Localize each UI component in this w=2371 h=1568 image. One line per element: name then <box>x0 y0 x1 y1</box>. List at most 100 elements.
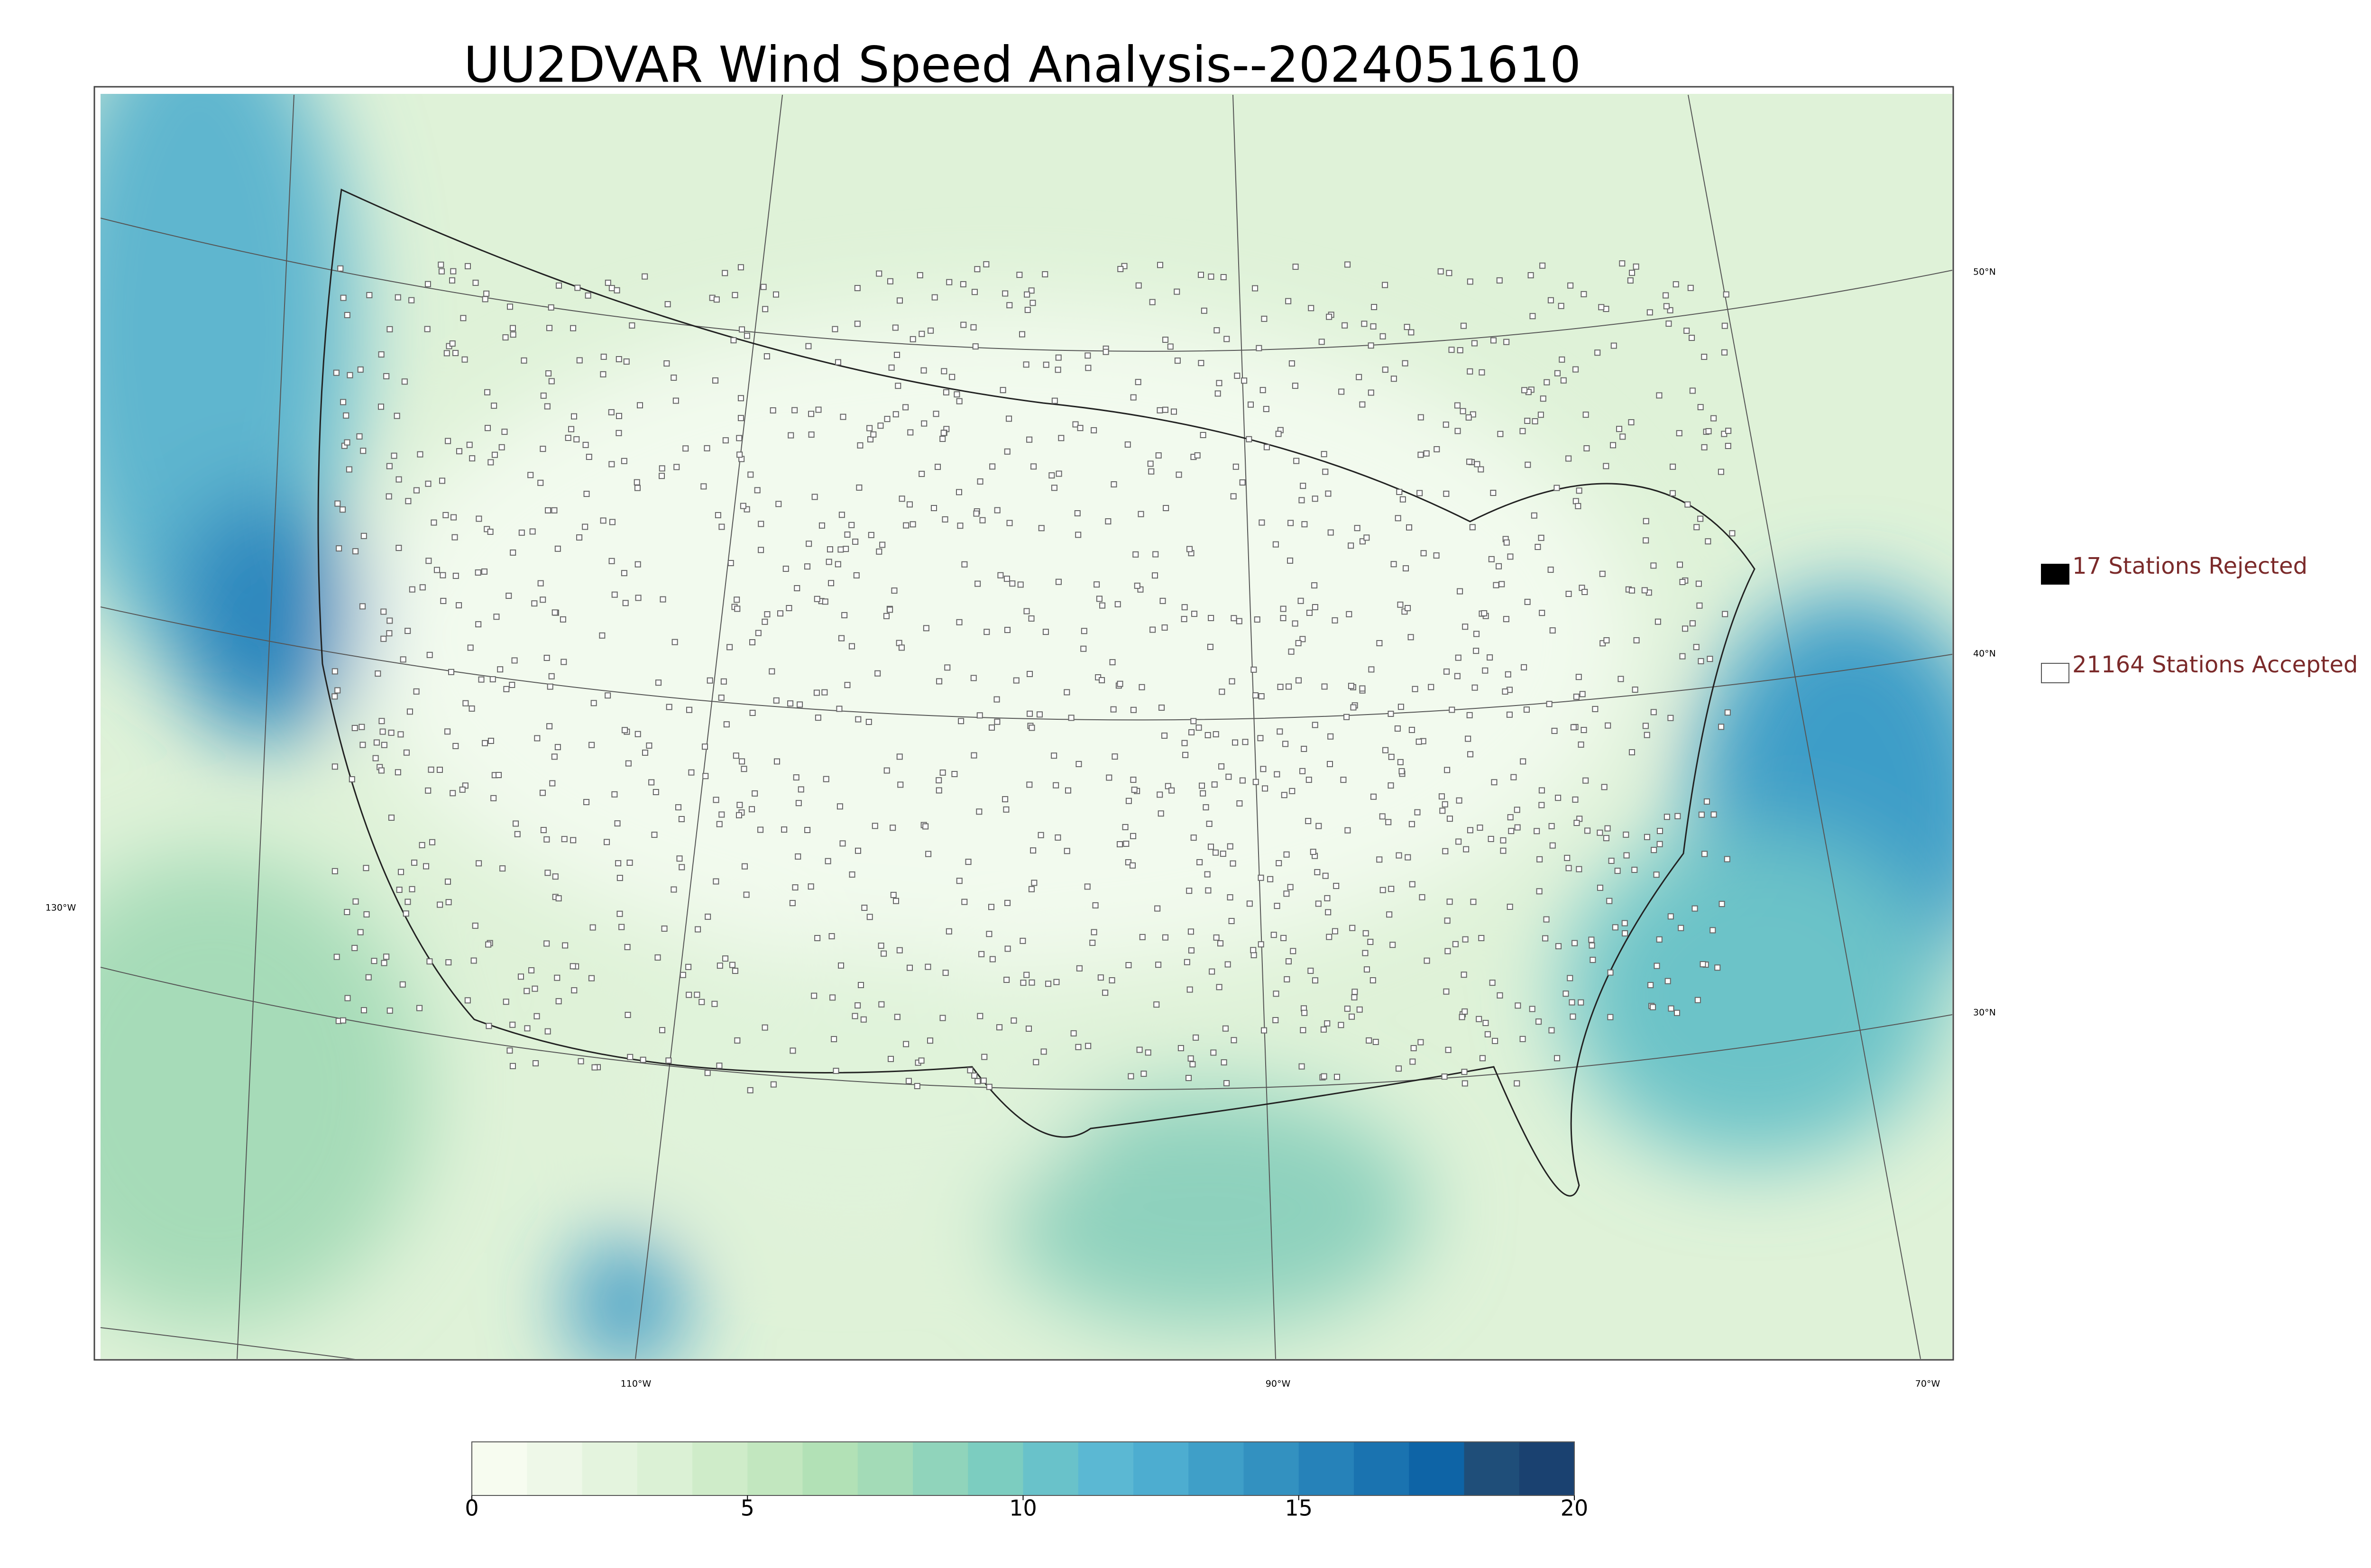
station <box>1454 428 1461 434</box>
station <box>1259 519 1265 526</box>
station <box>1354 525 1360 532</box>
station <box>352 898 359 905</box>
station <box>436 767 443 773</box>
station <box>808 431 815 438</box>
station <box>476 515 482 522</box>
station <box>942 516 948 523</box>
station <box>439 477 445 484</box>
station <box>1669 490 1676 496</box>
station <box>951 771 958 778</box>
station <box>1280 605 1287 612</box>
station <box>549 780 556 787</box>
station <box>469 455 476 462</box>
station <box>1444 767 1451 773</box>
station <box>614 287 620 293</box>
station <box>1258 874 1264 881</box>
station <box>1248 401 1254 408</box>
station <box>1210 1049 1217 1056</box>
station <box>853 572 860 578</box>
station <box>1152 551 1159 558</box>
station <box>1051 752 1057 759</box>
station <box>1500 837 1507 844</box>
station <box>1398 768 1405 775</box>
station <box>1487 654 1493 661</box>
station <box>770 407 776 414</box>
station <box>1467 278 1473 285</box>
station <box>1189 1061 1196 1068</box>
station <box>1258 693 1265 700</box>
station <box>1382 367 1388 373</box>
station <box>1222 1025 1229 1032</box>
station <box>1236 800 1243 807</box>
station <box>1109 977 1115 983</box>
station <box>798 786 804 793</box>
station <box>1457 588 1463 595</box>
station <box>1610 342 1617 349</box>
station <box>1395 515 1401 522</box>
station <box>723 721 730 728</box>
station <box>1665 321 1672 327</box>
station <box>486 1023 492 1029</box>
station <box>521 357 527 364</box>
station <box>1102 990 1109 996</box>
station <box>340 1017 347 1024</box>
station <box>1030 463 1037 470</box>
station <box>718 694 725 701</box>
station <box>452 743 459 749</box>
station <box>1719 900 1725 907</box>
station <box>1220 851 1226 857</box>
station <box>1300 483 1306 489</box>
station <box>1072 421 1079 428</box>
station <box>1519 428 1526 434</box>
station <box>1405 854 1411 861</box>
station <box>1241 377 1248 384</box>
station <box>841 612 848 618</box>
station <box>408 297 415 303</box>
station <box>1663 303 1670 310</box>
station <box>629 322 635 329</box>
station <box>1281 792 1287 798</box>
station <box>626 859 633 866</box>
station <box>1697 404 1704 411</box>
station <box>386 617 393 624</box>
station <box>1106 774 1112 781</box>
station <box>1326 761 1333 767</box>
station <box>836 803 843 810</box>
station <box>1084 883 1091 890</box>
station <box>1214 390 1221 397</box>
station <box>1261 1027 1268 1034</box>
station <box>974 1078 981 1084</box>
station <box>1367 938 1374 945</box>
station <box>386 493 392 500</box>
station <box>1257 735 1264 742</box>
station <box>1679 578 1686 585</box>
station <box>1558 303 1564 309</box>
station <box>1224 961 1231 968</box>
station <box>1490 337 1497 344</box>
station <box>736 435 743 441</box>
station <box>1204 732 1211 738</box>
station <box>1460 322 1467 329</box>
station <box>1130 777 1137 783</box>
station <box>571 987 578 994</box>
station <box>1147 460 1154 467</box>
station <box>1362 950 1369 956</box>
station <box>1650 1004 1656 1010</box>
station <box>1327 733 1334 740</box>
station <box>1540 395 1546 402</box>
station <box>482 740 488 746</box>
station <box>1443 490 1450 497</box>
station <box>582 523 588 530</box>
station <box>927 1037 934 1044</box>
station <box>465 263 471 269</box>
station <box>600 353 607 360</box>
station <box>562 942 569 949</box>
station <box>996 1024 1003 1031</box>
station <box>1514 824 1521 831</box>
station <box>833 1068 839 1074</box>
station <box>793 774 800 781</box>
colorbar-bin <box>968 1442 1024 1495</box>
station <box>1105 518 1112 525</box>
station <box>890 891 897 898</box>
station <box>896 753 903 760</box>
